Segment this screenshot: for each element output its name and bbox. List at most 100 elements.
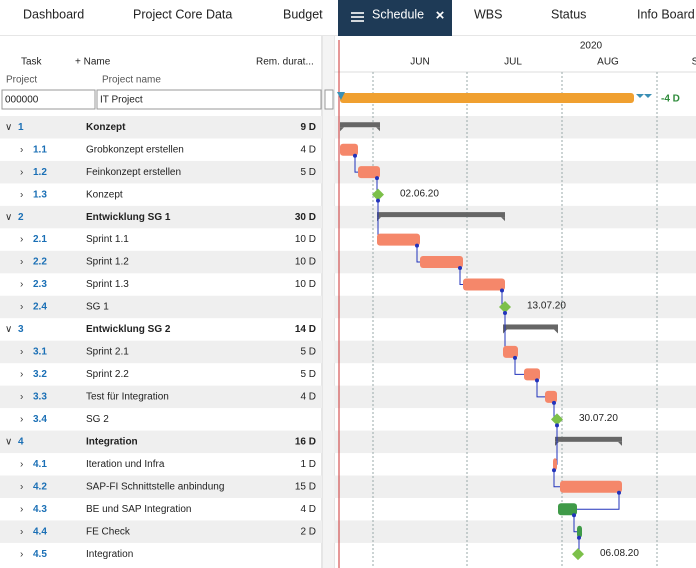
row-bg bbox=[0, 250, 322, 274]
dependency-dot bbox=[503, 310, 507, 315]
tab[interactable]: WBS bbox=[474, 7, 502, 21]
task-bar bbox=[524, 368, 540, 381]
task-name: Entwicklung SG 1 bbox=[86, 212, 171, 223]
task-name: Test für Integration bbox=[86, 392, 169, 403]
dependency-dot bbox=[375, 176, 379, 181]
expand-icon[interactable]: › bbox=[20, 347, 23, 358]
dependency bbox=[553, 470, 560, 488]
expand-icon[interactable]: ∨ bbox=[5, 122, 12, 133]
expand-icon[interactable]: › bbox=[20, 459, 23, 470]
dependency bbox=[354, 155, 358, 173]
close-icon[interactable]: × bbox=[436, 7, 445, 24]
expand-icon[interactable]: › bbox=[20, 167, 23, 178]
summary-bar bbox=[503, 324, 558, 330]
dependency bbox=[416, 245, 420, 263]
task-bar bbox=[420, 256, 463, 269]
expand-icon[interactable]: ∨ bbox=[5, 212, 12, 223]
tab[interactable]: Schedule bbox=[372, 7, 424, 21]
task-name: Sprint 1.3 bbox=[86, 279, 129, 290]
task-id: 3.1 bbox=[33, 347, 47, 358]
duration: 5 D bbox=[300, 167, 316, 178]
task-id: 1.3 bbox=[33, 189, 47, 200]
input[interactable] bbox=[324, 89, 334, 110]
duration: 10 D bbox=[295, 234, 316, 245]
duration: 14 D bbox=[295, 324, 316, 335]
task-name: Konzept bbox=[86, 122, 126, 133]
dependency-dot bbox=[572, 513, 576, 518]
task-name: Iteration und Infra bbox=[86, 459, 165, 470]
expand-icon[interactable]: › bbox=[20, 369, 23, 380]
expand-icon[interactable]: › bbox=[20, 526, 23, 537]
duration: 2 D bbox=[300, 526, 316, 537]
dependency-dot bbox=[617, 490, 621, 495]
col-header[interactable]: + Name bbox=[75, 57, 111, 68]
expand-icon[interactable]: › bbox=[20, 392, 23, 403]
task-bar bbox=[545, 390, 557, 403]
expand-icon[interactable]: › bbox=[20, 234, 23, 245]
dependency bbox=[558, 492, 620, 510]
task-id: 3 bbox=[18, 324, 24, 335]
dependency-dot bbox=[376, 198, 380, 203]
row-bg bbox=[334, 205, 696, 229]
task-name: Entwicklung SG 2 bbox=[86, 324, 171, 335]
milestone bbox=[551, 413, 563, 426]
year: 2020 bbox=[580, 41, 603, 52]
duration: 15 D bbox=[295, 481, 316, 492]
expand-icon[interactable]: ∨ bbox=[5, 324, 12, 335]
expand-icon[interactable]: › bbox=[20, 549, 23, 560]
month: S bbox=[692, 57, 696, 68]
expand-icon[interactable]: › bbox=[20, 302, 23, 313]
summary-bar bbox=[377, 212, 505, 218]
dependency-dot bbox=[458, 266, 462, 271]
input[interactable] bbox=[1, 89, 96, 110]
project-marker bbox=[337, 92, 345, 100]
row-bg bbox=[0, 385, 322, 409]
task-id: 2.2 bbox=[33, 257, 47, 268]
tab[interactable]: Project Core Data bbox=[133, 7, 232, 21]
task-bar bbox=[560, 480, 622, 493]
row-bg bbox=[334, 295, 696, 319]
task-id: 3.4 bbox=[33, 414, 47, 425]
expand-icon[interactable]: › bbox=[20, 189, 23, 200]
input[interactable] bbox=[96, 89, 322, 110]
expand-icon[interactable]: › bbox=[20, 279, 23, 290]
task-bar bbox=[558, 503, 577, 516]
tab[interactable]: Dashboard bbox=[23, 7, 84, 21]
task-id: 2.4 bbox=[33, 302, 47, 313]
duration: 10 D bbox=[295, 279, 316, 290]
dependency-dot bbox=[552, 400, 556, 405]
tab[interactable]: Status bbox=[551, 7, 586, 21]
task-name: SG 2 bbox=[86, 414, 109, 425]
row-bg bbox=[0, 160, 322, 184]
dependency-dot bbox=[535, 378, 539, 383]
expand-icon[interactable]: › bbox=[20, 481, 23, 492]
tab[interactable]: Info Board bbox=[637, 7, 695, 21]
task-id: 4.4 bbox=[33, 526, 47, 537]
row-bg bbox=[334, 116, 696, 139]
dependency-dot bbox=[415, 243, 419, 248]
task-name: FE Check bbox=[86, 526, 131, 537]
dependency bbox=[536, 380, 545, 398]
row-bg bbox=[334, 160, 696, 184]
task-bar bbox=[503, 345, 518, 358]
summary-bar bbox=[555, 436, 622, 442]
duration: 16 D bbox=[295, 436, 316, 447]
task-id: 1 bbox=[18, 122, 24, 133]
task-bar bbox=[463, 278, 505, 291]
summary-bar bbox=[340, 122, 380, 128]
dependency-dot bbox=[577, 535, 581, 540]
dependency bbox=[573, 515, 577, 533]
duration: 30 D bbox=[295, 212, 316, 223]
duration: 5 D bbox=[300, 347, 316, 358]
expand-icon[interactable]: › bbox=[20, 504, 23, 515]
month: JUL bbox=[504, 57, 522, 68]
expand-icon[interactable]: ∨ bbox=[5, 436, 12, 447]
month: JUN bbox=[410, 57, 429, 68]
tab[interactable]: Budget bbox=[283, 7, 323, 21]
expand-icon[interactable]: › bbox=[20, 414, 23, 425]
expand-icon[interactable]: › bbox=[20, 257, 23, 268]
expand-icon[interactable]: › bbox=[20, 144, 23, 155]
task-name: Sprint 1.2 bbox=[86, 257, 129, 268]
row-bg bbox=[334, 520, 696, 543]
